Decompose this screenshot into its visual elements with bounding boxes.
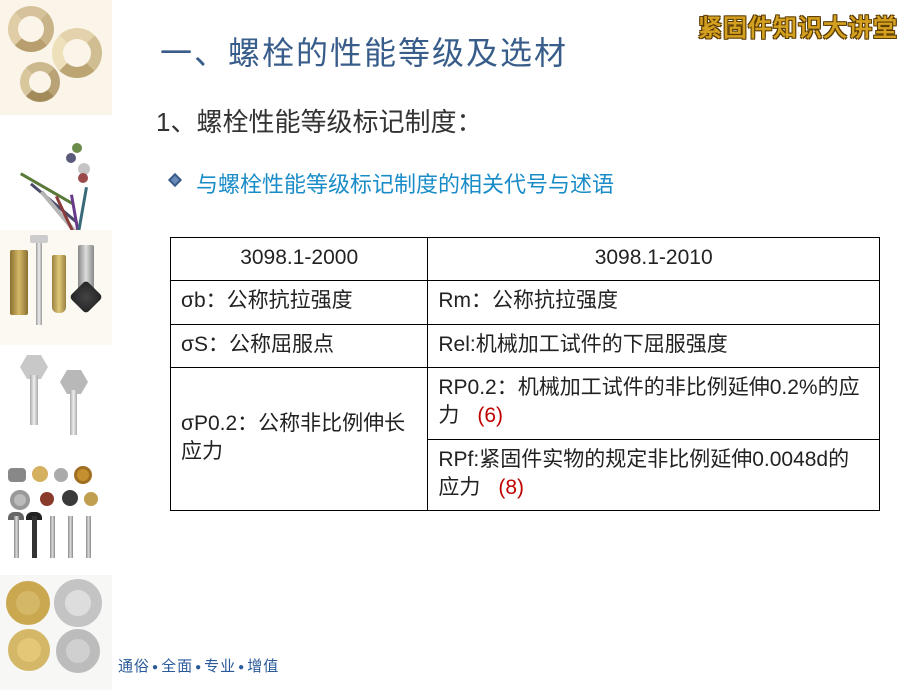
sidebar-tile-flat-washers — [0, 575, 112, 690]
note-red: (8) — [498, 476, 524, 499]
table-cell: σP0.2：公称非比例伸长应力 — [171, 368, 428, 511]
table-row: σb：公称抗拉强度 Rm：公称抗拉强度 — [171, 281, 880, 324]
bullet-text: 与螺栓性能等级标记制度的相关代号与述语 — [196, 172, 614, 197]
slide-content: 紧固件知识大讲堂 一、螺栓的性能等级及选材 1、螺栓性能等级标记制度： 与螺栓性… — [112, 0, 920, 690]
diamond-bullet-icon — [168, 173, 182, 187]
dot-separator-icon: ● — [195, 662, 202, 673]
table-row: σP0.2：公称非比例伸长应力 RP0.2：机械加工试件的非比例延伸0.2%的应… — [171, 368, 880, 440]
table-cell: Rel:机械加工试件的下屈服强度 — [428, 324, 880, 367]
sidebar-tile-rivets — [0, 115, 112, 230]
table-cell: RP0.2：机械加工试件的非比例延伸0.2%的应力(6) — [428, 368, 880, 440]
sidebar-tile-hex-bolts — [0, 345, 112, 460]
footer-motto: 通俗●全面●专业●增值 — [118, 655, 279, 676]
table-cell: σb：公称抗拉强度 — [171, 281, 428, 324]
sidebar-image-strip — [0, 0, 112, 690]
bullet-line: 与螺栓性能等级标记制度的相关代号与述语 — [196, 167, 880, 199]
corner-brand-title: 紧固件知识大讲堂 — [698, 8, 898, 43]
table-cell: Rm：公称抗拉强度 — [428, 281, 880, 324]
table-cell: σS：公称屈服点 — [171, 324, 428, 367]
table-cell: RPf:紧固件实物的规定非比例延伸0.0048d的应力(8) — [428, 439, 880, 511]
standards-table: 3098.1-2000 3098.1-2010 σb：公称抗拉强度 Rm：公称抗… — [170, 237, 880, 511]
table-header-row: 3098.1-2000 3098.1-2010 — [171, 238, 880, 281]
table-header-cell: 3098.1-2000 — [171, 238, 428, 281]
slide-subheading: 1、螺栓性能等级标记制度： — [156, 102, 880, 139]
sidebar-tile-assorted — [0, 460, 112, 575]
table-header-cell: 3098.1-2010 — [428, 238, 880, 281]
table-row: σS：公称屈服点 Rel:机械加工试件的下屈服强度 — [171, 324, 880, 367]
sidebar-tile-washers — [0, 0, 112, 115]
sidebar-tile-anchors — [0, 230, 112, 345]
dot-separator-icon: ● — [152, 662, 159, 673]
note-red: (6) — [477, 404, 503, 427]
dot-separator-icon: ● — [238, 662, 245, 673]
